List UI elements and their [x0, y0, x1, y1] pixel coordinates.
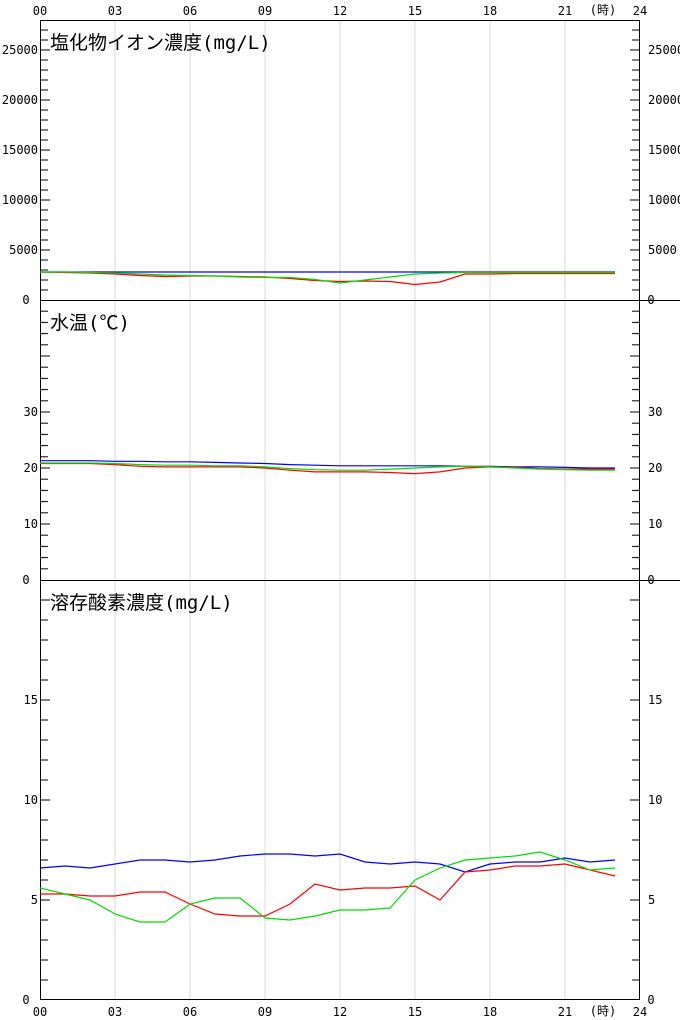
left-y-tick-label: 10	[24, 517, 38, 531]
left-y-tick-label: 10000	[2, 193, 38, 207]
frame-layer	[40, 20, 680, 1000]
bottom-time-tick-label: 12	[333, 1005, 347, 1019]
series-line-3	[39, 851, 616, 923]
top-time-unit-label: (時)	[590, 3, 616, 17]
left-y-tick-label: 30	[24, 405, 38, 419]
right-y-tick-label: 20	[648, 461, 662, 475]
left-y-tick-label: 15	[24, 693, 38, 707]
left-y-tick-label: 20	[24, 461, 38, 475]
left-y-tick-label: 10	[24, 793, 38, 807]
right-zero-label: 0	[647, 993, 654, 1007]
series-line-1	[39, 853, 616, 873]
bottom-time-tick-label: 15	[408, 1005, 422, 1019]
top-time-tick-label: 21	[558, 4, 572, 18]
left-y-tick-label: 20000	[2, 93, 38, 107]
left-zero-label: 0	[22, 293, 29, 307]
text-layer: 000003030606090912121515181821212424(時)(…	[2, 3, 680, 1019]
top-time-tick-label: 06	[183, 4, 197, 18]
panel-title: 塩化物イオン濃度(mg/L)	[50, 32, 271, 54]
panel-title: 水温(℃)	[50, 312, 130, 334]
left-zero-label: 0	[22, 993, 29, 1007]
right-zero-label: 0	[647, 573, 654, 587]
right-y-tick-label: 5000	[648, 243, 677, 257]
right-y-tick-label: 25000	[648, 43, 680, 57]
series-line-2	[40, 863, 616, 917]
top-time-tick-label: 18	[483, 4, 497, 18]
bottom-time-tick-label: 18	[483, 1005, 497, 1019]
top-time-tick-label: 15	[408, 4, 422, 18]
left-y-tick-label: 5000	[9, 243, 38, 257]
right-zero-label: 0	[647, 293, 654, 307]
top-time-tick-label: 03	[108, 4, 122, 18]
top-time-tick-label: 12	[333, 4, 347, 18]
bottom-time-tick-label: 24	[633, 1005, 647, 1019]
series-line-1	[40, 460, 615, 469]
bottom-time-tick-label: 06	[183, 1005, 197, 1019]
right-y-tick-label: 5	[648, 893, 655, 907]
top-time-tick-label: 09	[258, 4, 272, 18]
left-y-tick-label: 15000	[2, 143, 38, 157]
right-y-tick-label: 10	[648, 517, 662, 531]
plot-frame	[40, 20, 640, 1000]
right-y-tick-label: 15000	[648, 143, 680, 157]
right-y-tick-label: 10000	[648, 193, 680, 207]
tick-layer	[40, 29, 640, 981]
right-y-tick-label: 20000	[648, 93, 680, 107]
bottom-time-tick-label: 00	[33, 1005, 47, 1019]
left-y-tick-label: 5	[31, 893, 38, 907]
top-time-tick-label: 00	[33, 4, 47, 18]
series-line-3	[40, 271, 615, 284]
bottom-time-tick-label: 09	[258, 1005, 272, 1019]
bottom-time-tick-label: 03	[108, 1005, 122, 1019]
bottom-time-unit-label: (時)	[590, 1004, 616, 1018]
series-line-3	[40, 462, 615, 471]
right-y-tick-label: 30	[648, 405, 662, 419]
left-y-tick-label: 25000	[2, 43, 38, 57]
top-time-tick-label: 24	[633, 4, 647, 18]
left-zero-label: 0	[22, 573, 29, 587]
grid-layer	[114, 20, 566, 1000]
bottom-time-tick-label: 21	[558, 1005, 572, 1019]
right-y-tick-label: 15	[648, 693, 662, 707]
panel-title: 溶存酸素濃度(mg/L)	[50, 592, 233, 614]
right-y-tick-label: 10	[648, 793, 662, 807]
series-layer	[39, 271, 616, 923]
